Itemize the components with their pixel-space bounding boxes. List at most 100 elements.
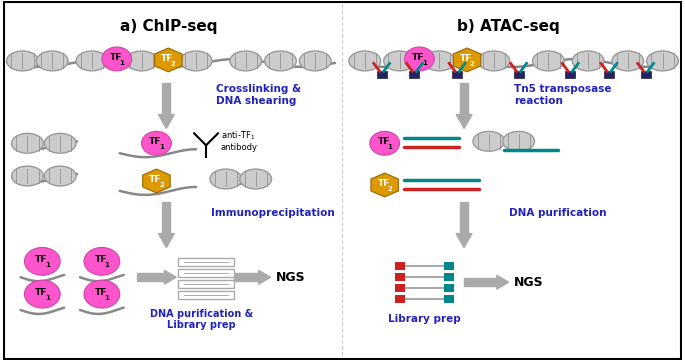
Ellipse shape bbox=[264, 51, 297, 71]
Text: b) ATAC-seq: b) ATAC-seq bbox=[458, 19, 560, 34]
Ellipse shape bbox=[45, 166, 76, 186]
Text: TF: TF bbox=[161, 54, 173, 63]
Bar bbox=[136, 273, 164, 281]
Text: TF: TF bbox=[460, 54, 472, 63]
Polygon shape bbox=[453, 48, 481, 72]
Polygon shape bbox=[371, 173, 399, 197]
Polygon shape bbox=[155, 48, 182, 72]
Text: 1: 1 bbox=[45, 262, 50, 268]
Text: TF: TF bbox=[110, 53, 122, 62]
Text: TF: TF bbox=[412, 53, 425, 62]
Text: 1: 1 bbox=[45, 295, 50, 301]
Ellipse shape bbox=[370, 131, 399, 155]
Text: reaction: reaction bbox=[514, 96, 562, 106]
Bar bbox=[162, 202, 171, 234]
Ellipse shape bbox=[84, 280, 120, 308]
Ellipse shape bbox=[405, 47, 434, 71]
Text: TF: TF bbox=[149, 137, 162, 146]
Ellipse shape bbox=[12, 166, 43, 186]
Polygon shape bbox=[456, 114, 472, 129]
Text: Immunoprecipitation: Immunoprecipitation bbox=[211, 208, 335, 218]
Text: 2: 2 bbox=[470, 61, 475, 67]
Ellipse shape bbox=[142, 131, 171, 155]
Text: TF: TF bbox=[35, 288, 47, 297]
Ellipse shape bbox=[647, 51, 678, 71]
Text: NGS: NGS bbox=[275, 271, 305, 284]
Bar bbox=[395, 295, 405, 303]
Ellipse shape bbox=[473, 131, 505, 151]
Polygon shape bbox=[158, 114, 174, 129]
Ellipse shape bbox=[45, 133, 76, 153]
Text: 1: 1 bbox=[104, 262, 110, 268]
Bar bbox=[452, 71, 462, 78]
Text: Crosslinking &: Crosslinking & bbox=[216, 84, 301, 94]
Bar bbox=[444, 273, 454, 281]
Bar bbox=[444, 295, 454, 303]
Ellipse shape bbox=[423, 51, 455, 71]
Text: antibody: antibody bbox=[221, 143, 258, 152]
Text: TF: TF bbox=[95, 288, 107, 297]
Bar bbox=[395, 262, 405, 270]
Bar bbox=[234, 273, 259, 281]
Text: 1: 1 bbox=[159, 144, 164, 150]
Ellipse shape bbox=[102, 47, 132, 71]
Ellipse shape bbox=[612, 51, 644, 71]
Bar bbox=[395, 284, 405, 292]
Bar bbox=[604, 71, 614, 78]
Bar bbox=[460, 83, 468, 114]
Polygon shape bbox=[259, 270, 271, 284]
Ellipse shape bbox=[125, 51, 158, 71]
Polygon shape bbox=[142, 169, 170, 193]
Text: 1: 1 bbox=[422, 60, 427, 66]
Ellipse shape bbox=[240, 169, 271, 189]
Ellipse shape bbox=[25, 248, 60, 275]
Text: TF: TF bbox=[149, 175, 162, 184]
Text: 2: 2 bbox=[387, 186, 392, 192]
Ellipse shape bbox=[210, 169, 242, 189]
Ellipse shape bbox=[503, 131, 534, 151]
Ellipse shape bbox=[76, 51, 108, 71]
Ellipse shape bbox=[384, 51, 415, 71]
Text: a) ChIP-seq: a) ChIP-seq bbox=[120, 19, 217, 34]
Text: TF: TF bbox=[377, 179, 390, 188]
Polygon shape bbox=[497, 275, 509, 289]
Bar bbox=[178, 291, 234, 299]
Text: anti-TF$_1$: anti-TF$_1$ bbox=[221, 129, 255, 142]
Bar bbox=[162, 83, 171, 114]
Bar bbox=[640, 71, 651, 78]
Text: TF: TF bbox=[35, 255, 47, 264]
Text: DNA purification: DNA purification bbox=[509, 208, 606, 218]
Ellipse shape bbox=[478, 51, 510, 71]
Text: Tn5 transposase: Tn5 transposase bbox=[514, 84, 611, 94]
Bar bbox=[178, 269, 234, 277]
Ellipse shape bbox=[180, 51, 212, 71]
Text: 2: 2 bbox=[171, 61, 175, 67]
Polygon shape bbox=[164, 270, 176, 284]
Bar bbox=[460, 202, 468, 234]
Ellipse shape bbox=[572, 51, 604, 71]
Bar bbox=[178, 280, 234, 288]
Ellipse shape bbox=[25, 280, 60, 308]
Bar bbox=[464, 278, 497, 286]
Text: 2: 2 bbox=[159, 182, 164, 188]
Bar bbox=[444, 284, 454, 292]
Text: Library prep: Library prep bbox=[388, 314, 461, 324]
Ellipse shape bbox=[532, 51, 564, 71]
Polygon shape bbox=[456, 234, 472, 248]
Ellipse shape bbox=[12, 133, 43, 153]
Bar bbox=[178, 258, 234, 266]
Bar bbox=[377, 71, 386, 78]
Text: NGS: NGS bbox=[514, 276, 543, 289]
Ellipse shape bbox=[36, 51, 68, 71]
Text: TF: TF bbox=[377, 137, 390, 146]
Text: 1: 1 bbox=[104, 295, 110, 301]
Ellipse shape bbox=[230, 51, 262, 71]
Ellipse shape bbox=[84, 248, 120, 275]
Bar bbox=[565, 71, 575, 78]
Polygon shape bbox=[158, 234, 174, 248]
Ellipse shape bbox=[349, 51, 381, 71]
Ellipse shape bbox=[299, 51, 331, 71]
Bar bbox=[444, 262, 454, 270]
Text: TF: TF bbox=[95, 255, 107, 264]
Text: 1: 1 bbox=[387, 144, 392, 150]
